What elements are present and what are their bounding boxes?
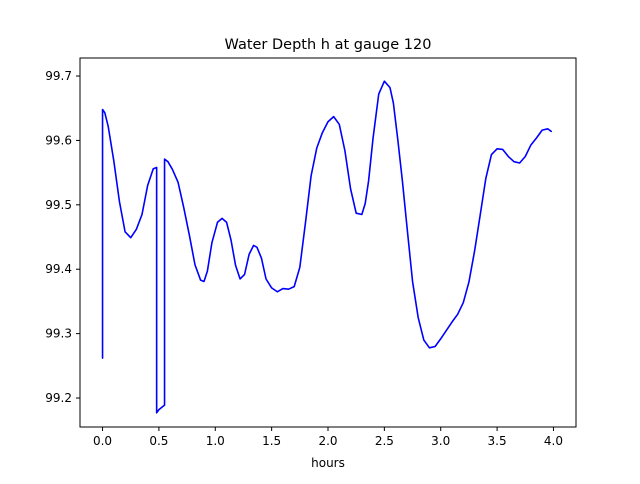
x-tick-label: 2.5 [375, 434, 394, 448]
x-tick-label: 4.0 [544, 434, 563, 448]
plot-area [101, 80, 553, 414]
y-tick-label: 99.7 [45, 69, 72, 83]
x-axis-label: hours [311, 456, 345, 470]
x-tick-label: 0.0 [93, 434, 112, 448]
y-tick-label: 99.5 [45, 198, 72, 212]
y-tick-label: 99.3 [45, 327, 72, 341]
y-tick-label: 99.6 [45, 133, 72, 147]
y-axis: 99.2 99.3 99.4 99.5 99.6 99.7 [45, 69, 80, 405]
x-tick-label: 3.0 [431, 434, 450, 448]
series-line [101, 80, 553, 414]
y-tick-label: 99.2 [45, 391, 72, 405]
x-tick-label: 2.0 [318, 434, 337, 448]
x-tick-label: 3.5 [488, 434, 507, 448]
y-tick-label: 99.4 [45, 262, 72, 276]
x-tick-label: 0.5 [149, 434, 168, 448]
chart-title: Water Depth h at gauge 120 [225, 37, 432, 53]
x-tick-label: 1.0 [206, 434, 225, 448]
x-axis: 0.0 0.5 1.0 1.5 2.0 2.5 3.0 3.5 4.0 [93, 427, 563, 448]
x-tick-label: 1.5 [262, 434, 281, 448]
